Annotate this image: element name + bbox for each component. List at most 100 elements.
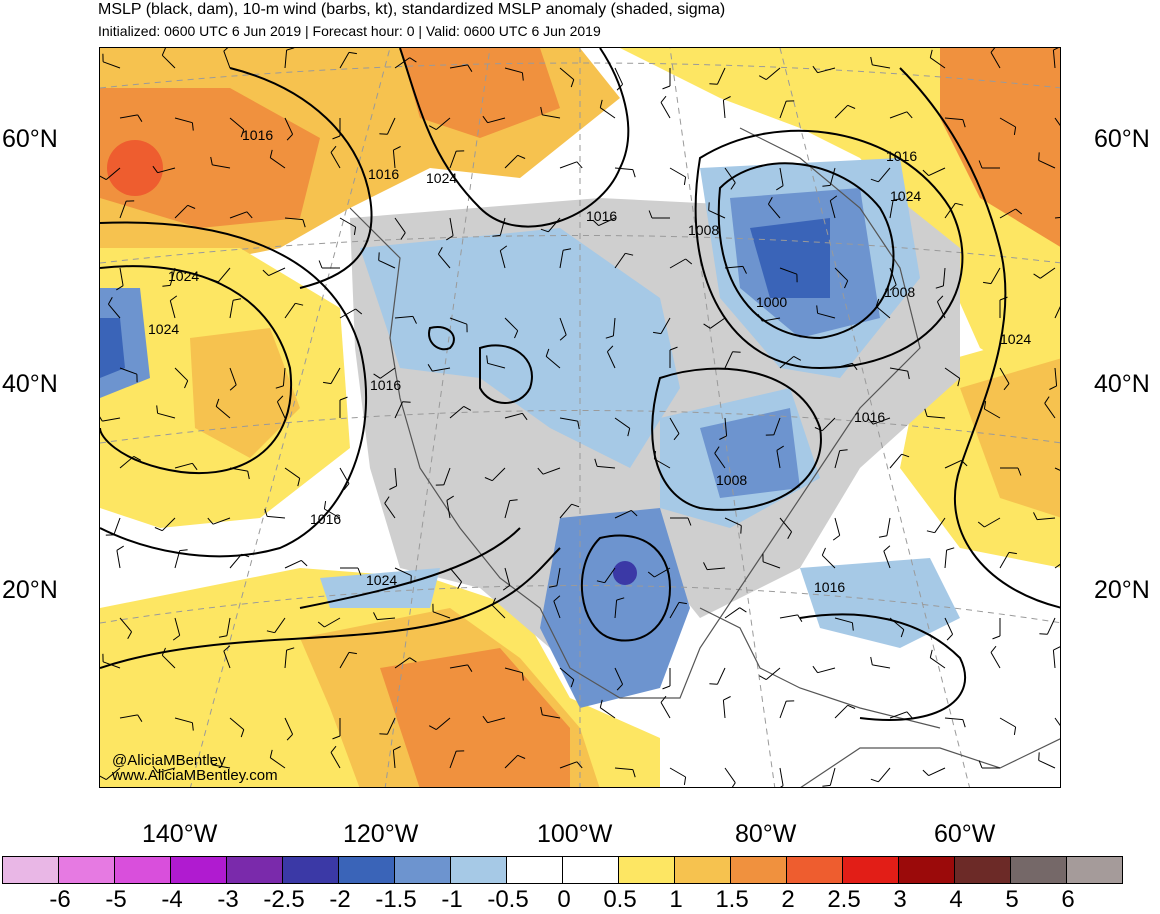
colorbar-tick-label: -6: [49, 886, 70, 914]
wind-barb-flag: [993, 636, 1001, 639]
colorbar-tick-label: 2.5: [827, 886, 860, 914]
colorbar-swatch: [1066, 856, 1123, 884]
wind-barb-flag: [301, 560, 307, 566]
wind-barb: [1000, 718, 1016, 727]
wind-barb-flag: [411, 576, 412, 584]
wind-barb-flag: [709, 684, 717, 685]
wind-barb: [117, 550, 120, 568]
lat-label-left: 20°N: [2, 576, 58, 605]
wind-barb: [878, 768, 890, 782]
isobar-label: 1024: [426, 170, 457, 186]
wind-barb-flag: [684, 177, 685, 185]
colorbar-tick-label: -0.5: [487, 886, 528, 914]
wind-barb: [835, 705, 848, 718]
wind-barb-flag: [731, 783, 735, 788]
wind-barb-flag: [740, 608, 747, 612]
wind-barb: [780, 701, 786, 718]
isobar-label: 1024: [366, 572, 397, 588]
lon-label: 140°W: [142, 820, 217, 849]
colorbar-tick-label: 1: [669, 886, 682, 914]
wind-barb: [615, 168, 633, 170]
isobar-label: 1008: [884, 284, 915, 300]
colorbar-swatch: [58, 856, 115, 884]
colorbar-swatch: [2, 856, 59, 884]
isobar-label: 1016: [370, 377, 401, 393]
wind-barb: [560, 162, 577, 168]
lat-label-left: 60°N: [2, 125, 58, 154]
wind-barb-flag: [1039, 752, 1040, 760]
wind-barb-flag: [930, 650, 932, 658]
colorbar-swatch: [954, 856, 1011, 884]
credit-website: www.AliciaMBentley.com: [112, 767, 278, 784]
colorbar-swatch: [338, 856, 395, 884]
colorbar-swatch: [562, 856, 619, 884]
wind-barb-flag: [319, 261, 322, 269]
isobar-label: 1016: [368, 166, 399, 182]
map-subtitle: Initialized: 0600 UTC 6 Jun 2019 | Forec…: [98, 23, 601, 39]
colorbar-swatch: [394, 856, 451, 884]
colorbar-tick-label: 0.5: [603, 886, 636, 914]
wind-barb-flag: [833, 535, 840, 540]
wind-barb-flag: [155, 528, 162, 531]
wind-barb: [991, 652, 1000, 668]
wind-barb: [717, 668, 725, 684]
wind-barb-flag: [947, 634, 953, 640]
wind-barb-flag: [741, 526, 742, 534]
wind-barb-flag: [403, 402, 411, 403]
colorbar-swatch: [170, 856, 227, 884]
colorbar-tick-label: -1.5: [375, 886, 416, 914]
wind-barb: [766, 668, 780, 680]
wind-barb: [661, 702, 670, 718]
wind-barb-flag: [661, 96, 666, 102]
wind-barb: [945, 718, 963, 720]
wind-barb-flag: [963, 720, 965, 728]
lat-label-left: 40°N: [2, 370, 58, 399]
wind-barb-flag: [813, 666, 818, 673]
colorbar-swatch: [674, 856, 731, 884]
wind-barb-flag: [709, 202, 710, 210]
lon-label: 100°W: [537, 820, 612, 849]
wind-barb: [929, 768, 945, 776]
wind-barb-flag: [633, 170, 635, 178]
wind-barb: [1055, 718, 1061, 733]
wind-barb-flag: [663, 86, 671, 89]
wind-barb: [835, 518, 840, 535]
wind-barb: [600, 108, 615, 118]
colorbar: [2, 856, 1122, 884]
wind-barb: [930, 658, 945, 668]
colorbar-swatch: [730, 856, 787, 884]
wind-barb-flag: [379, 252, 380, 260]
isobar-label: 1024: [1000, 331, 1031, 347]
colorbar-tick-label: -4: [161, 886, 182, 914]
isobar-label: 1016: [886, 148, 917, 164]
wind-barb: [780, 615, 798, 618]
isobar-label: 1016: [814, 579, 845, 595]
weather-map: 1016 1016 1024 1016 1008 1024 1016 1024 …: [99, 47, 1061, 788]
lat-label-right: 60°N: [1094, 125, 1150, 154]
colorbar-swatch: [1010, 856, 1067, 884]
wind-barb: [285, 560, 301, 568]
wind-barb-flag: [1053, 647, 1060, 651]
colorbar-tick-label: -2: [329, 886, 350, 914]
colorbar-swatch: [450, 856, 507, 884]
wind-barb-flag: [947, 548, 955, 550]
wind-barb: [670, 768, 686, 777]
wind-barb-flag: [723, 697, 730, 701]
wind-barb-flag: [684, 777, 685, 785]
colorbar-tick-label: -3: [217, 886, 238, 914]
isobar-label: 1008: [688, 222, 719, 238]
lat-label-right: 20°N: [1094, 576, 1150, 605]
map-title: MSLP (black, dam), 10-m wind (barbs, kt)…: [98, 1, 725, 19]
lon-label: 60°W: [934, 820, 995, 849]
wind-barb-flag: [991, 646, 996, 652]
wind-barb-flag: [180, 550, 188, 551]
wind-barb: [872, 665, 890, 668]
wind-barb-flag: [927, 531, 935, 533]
wind-barb: [830, 768, 835, 785]
wind-barb: [890, 454, 902, 468]
wind-barb: [945, 550, 947, 568]
wind-barb-flag: [1039, 634, 1047, 635]
wind-barb-flag: [379, 134, 387, 135]
colorbar-swatch: [282, 856, 339, 884]
isobar-label: 1016: [854, 409, 885, 425]
